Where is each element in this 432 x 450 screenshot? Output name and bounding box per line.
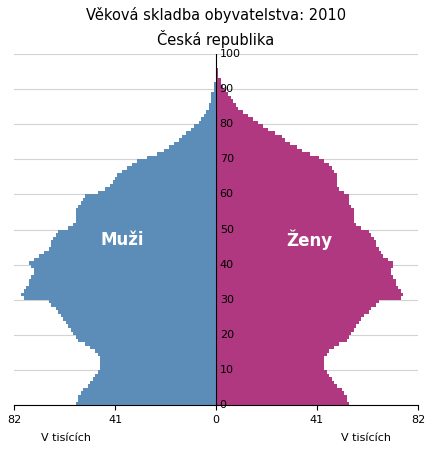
Title: Věková skladba obyvatelstva: 2010
Česká republika: Věková skladba obyvatelstva: 2010 Česká … <box>86 7 346 49</box>
Text: 10: 10 <box>220 365 234 375</box>
Text: 90: 90 <box>220 84 234 94</box>
Text: 40: 40 <box>220 260 234 270</box>
Polygon shape <box>216 54 403 405</box>
Text: 50: 50 <box>220 225 234 234</box>
Text: 20: 20 <box>220 330 234 340</box>
Text: 100: 100 <box>220 49 241 59</box>
Text: 30: 30 <box>220 295 234 305</box>
Text: V tisících: V tisících <box>341 433 391 443</box>
Text: 0: 0 <box>220 400 227 410</box>
Text: 60: 60 <box>220 189 234 199</box>
Text: 80: 80 <box>220 119 234 129</box>
Text: 70: 70 <box>220 154 234 164</box>
Polygon shape <box>22 54 216 405</box>
Text: Muži: Muži <box>101 231 144 249</box>
Text: V tisících: V tisících <box>41 433 91 443</box>
Text: Ženy: Ženy <box>286 230 333 250</box>
